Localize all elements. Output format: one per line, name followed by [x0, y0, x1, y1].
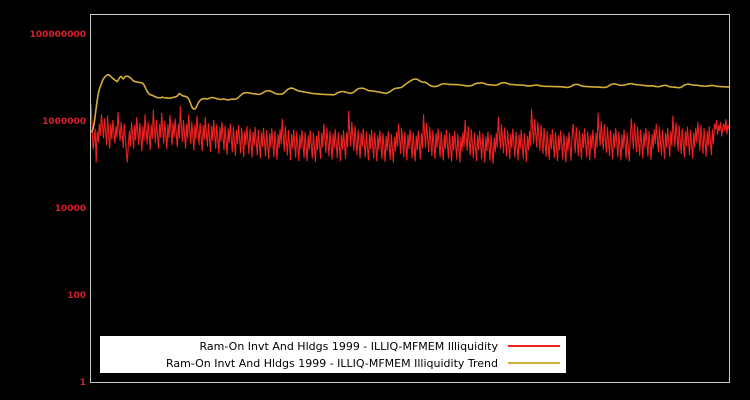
series-canvas [91, 15, 729, 382]
chart-legend: Ram-On Invt And Hldgs 1999 - ILLIQ-MFMEM… [100, 336, 566, 373]
y-axis-tick-label: 10000 [54, 203, 86, 214]
legend-label-illiquidity: Ram-On Invt And Hldgs 1999 - ILLIQ-MFMEM… [199, 339, 498, 353]
plot-area [90, 14, 730, 383]
y-axis-tick-label: 100 [67, 290, 86, 301]
legend-label-illiquidity-trend: Ram-On Invt And Hldgs 1999 - ILLIQ-MFMEM… [165, 356, 498, 370]
y-axis-tick-label: 1000000 [42, 116, 86, 127]
plot-clip [91, 15, 729, 382]
legend-entry-illiquidity-trend: Ram-On Invt And Hldgs 1999 - ILLIQ-MFMEM… [100, 355, 566, 372]
series-line [91, 104, 729, 163]
y-axis-tick-label: 100000000 [29, 29, 86, 40]
legend-swatch-illiquidity-trend [508, 362, 560, 364]
y-axis-tick-label: 1 [79, 378, 86, 388]
series-line [91, 75, 729, 132]
legend-swatch-illiquidity [508, 345, 560, 347]
y-axis-tick-labels: 100000000 1000000 10000 100 1 [0, 0, 88, 400]
legend-entry-illiquidity: Ram-On Invt And Hldgs 1999 - ILLIQ-MFMEM… [100, 338, 566, 355]
